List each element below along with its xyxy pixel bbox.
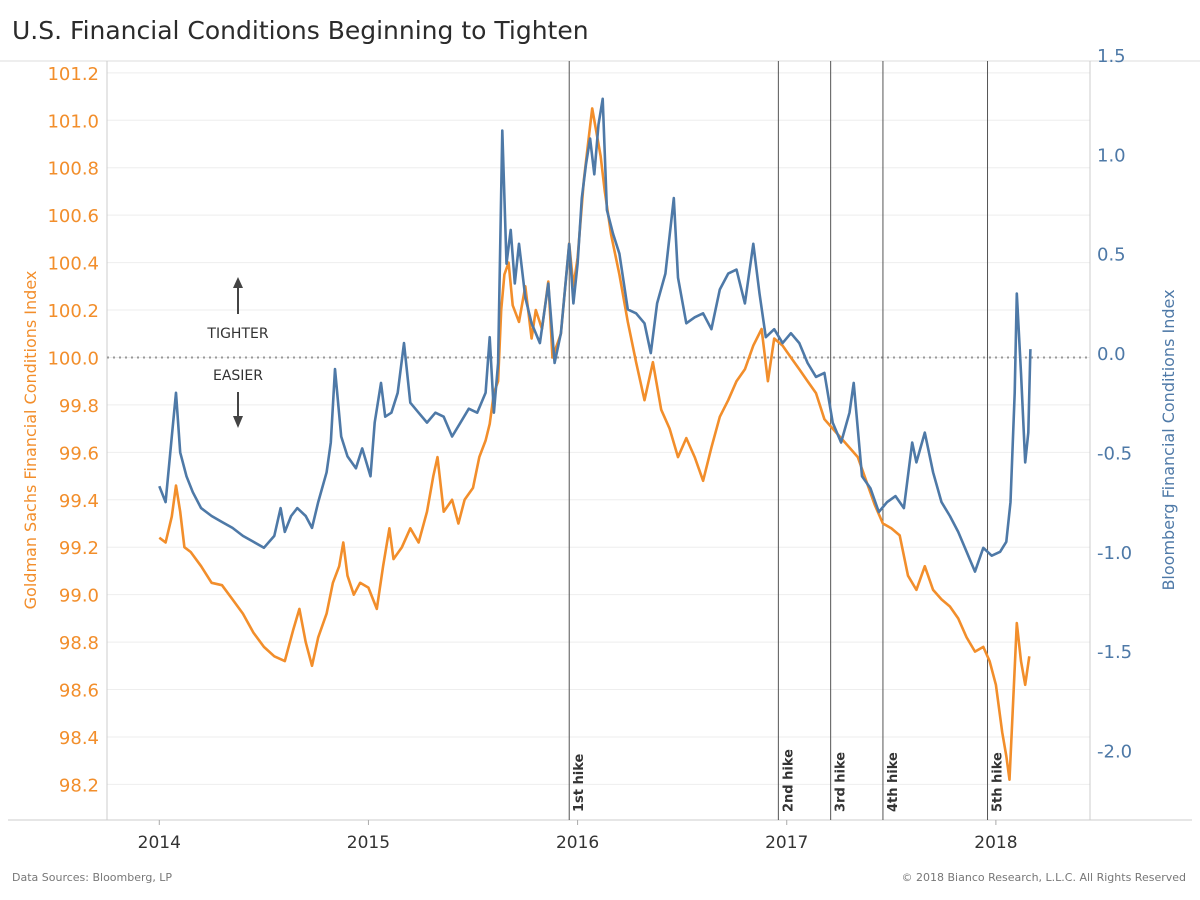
tighter-arrow-head (233, 277, 243, 288)
left-tick-label: 101.0 (47, 111, 99, 132)
left-tick-label: 99.0 (59, 586, 99, 607)
left-tick-label: 101.2 (47, 64, 99, 85)
left-tick-label: 98.4 (59, 728, 99, 749)
left-tick-label: 100.2 (47, 301, 99, 322)
x-tick-label: 2015 (347, 833, 390, 853)
right-tick-label: 1.0 (1097, 145, 1126, 166)
rate-hike-label: 3rd hike (834, 752, 849, 812)
bloomberg-series-line (158, 97, 1032, 573)
left-tick-label: 99.8 (59, 396, 99, 417)
left-tick-label: 99.6 (59, 443, 99, 464)
right-tick-label: -2.0 (1097, 741, 1132, 762)
plot-frame (0, 60, 1200, 821)
left-axis-title: Goldman Sachs Financial Conditions Index (21, 271, 40, 610)
rate-hike-label: 2nd hike (781, 749, 796, 812)
goldman-sachs-series-line (158, 107, 1031, 781)
left-tick-label: 98.8 (59, 633, 99, 654)
left-tick-label: 100.8 (47, 159, 99, 180)
left-tick-label: 99.2 (59, 538, 99, 559)
axis-layer: 2014 2015 2016 2017 2018 101.2 101.0 100.8 100.6… (21, 46, 1178, 853)
right-tick-label: 0.5 (1097, 245, 1126, 266)
annotation-layer: TIGHTER EASIER (206, 277, 269, 428)
left-tick-label: 100.0 (47, 348, 99, 369)
right-tick-label: -1.5 (1097, 642, 1132, 663)
x-tick-label: 2018 (974, 833, 1017, 853)
left-tick-label: 99.4 (59, 491, 99, 512)
left-tick-label: 100.6 (47, 206, 99, 227)
right-tick-label: -1.0 (1097, 543, 1132, 564)
chart-title: U.S. Financial Conditions Beginning to T… (12, 16, 589, 45)
x-tick-label: 2016 (556, 833, 599, 853)
right-axis-title: Bloomberg Financial Conditions Index (1159, 289, 1178, 590)
right-tick-label: 1.5 (1097, 46, 1126, 67)
series-layer (158, 97, 1032, 781)
right-tick-label: 0.0 (1097, 344, 1126, 365)
left-tick-label: 98.6 (59, 681, 99, 702)
rate-hike-label: 5th hike (991, 752, 1006, 812)
rate-hike-layer: 1st hike 2nd hike 3rd hike 4th hike 5th hike (568, 61, 1006, 820)
easier-arrow-head (233, 416, 243, 428)
rate-hike-label: 1st hike (572, 753, 587, 812)
left-tick-label: 98.2 (59, 775, 99, 796)
tighter-label: TIGHTER (206, 326, 268, 342)
easier-label: EASIER (213, 368, 263, 384)
x-tick-label: 2014 (138, 833, 181, 853)
copyright-note: © 2018 Bianco Research, L.L.C. All Right… (901, 871, 1186, 884)
grid-layer (107, 72, 1090, 785)
left-tick-label: 100.4 (47, 254, 99, 275)
x-tick-label: 2017 (765, 833, 808, 853)
source-note: Data Sources: Bloomberg, LP (12, 871, 173, 884)
right-tick-label: -0.5 (1097, 443, 1132, 464)
rate-hike-label: 4th hike (886, 752, 901, 812)
